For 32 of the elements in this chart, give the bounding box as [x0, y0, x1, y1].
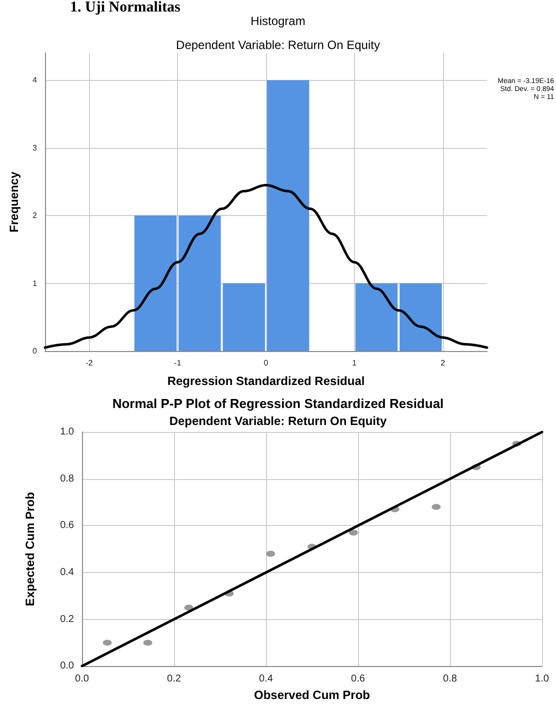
x-tick-label: 2 — [440, 358, 446, 368]
x-axis-title: Observed Cum Prob — [254, 688, 370, 702]
y-tick-label: 3 — [32, 143, 38, 152]
x-tick-label: 0.0 — [75, 674, 90, 685]
x-tick-label: -2 — [86, 358, 94, 368]
chart-subtitle: Dependent Variable: Return On Equity — [169, 414, 388, 428]
chart-title: Normal P-P Plot of Regression Standardized Residual — [112, 396, 444, 411]
y-tick-label: 1.0 — [60, 426, 74, 438]
x-tick-label: 1 — [352, 358, 358, 368]
x-tick-label: 0.2 — [167, 674, 182, 685]
y-axis-title: Frequency — [7, 171, 21, 232]
y-tick-label: 0.0 — [60, 660, 74, 672]
y-tick-label: 0 — [32, 346, 38, 356]
x-tick-label: 0.8 — [443, 674, 458, 685]
x-tick-label: 0.4 — [259, 674, 274, 685]
line-series — [44, 184, 488, 349]
y-tick-label: 0.4 — [60, 566, 74, 578]
text: 1. Uji Normalitas — [70, 0, 181, 16]
y-tick-label: 4 — [32, 76, 38, 85]
x-tick-label: 1.0 — [535, 674, 550, 685]
x-tick-label: -1 — [174, 358, 182, 368]
y-axis-title: Expected Cum Prob — [23, 492, 37, 606]
y-tick-label: 0.8 — [60, 473, 74, 484]
chart-title: Histogram — [250, 14, 306, 28]
x-tick-label: 0 — [264, 358, 269, 368]
x-axis-title: Regression Standardized Residual — [167, 374, 365, 388]
y-tick-label: 0.6 — [60, 520, 74, 532]
y-tick-label: 0.2 — [60, 614, 74, 625]
chart-subtitle: Dependent Variable: Return On Equity — [176, 38, 380, 52]
x-tick-label: 0.6 — [351, 674, 366, 685]
y-tick-label: 2 — [32, 211, 38, 220]
y-tick-label: 1 — [32, 278, 38, 288]
